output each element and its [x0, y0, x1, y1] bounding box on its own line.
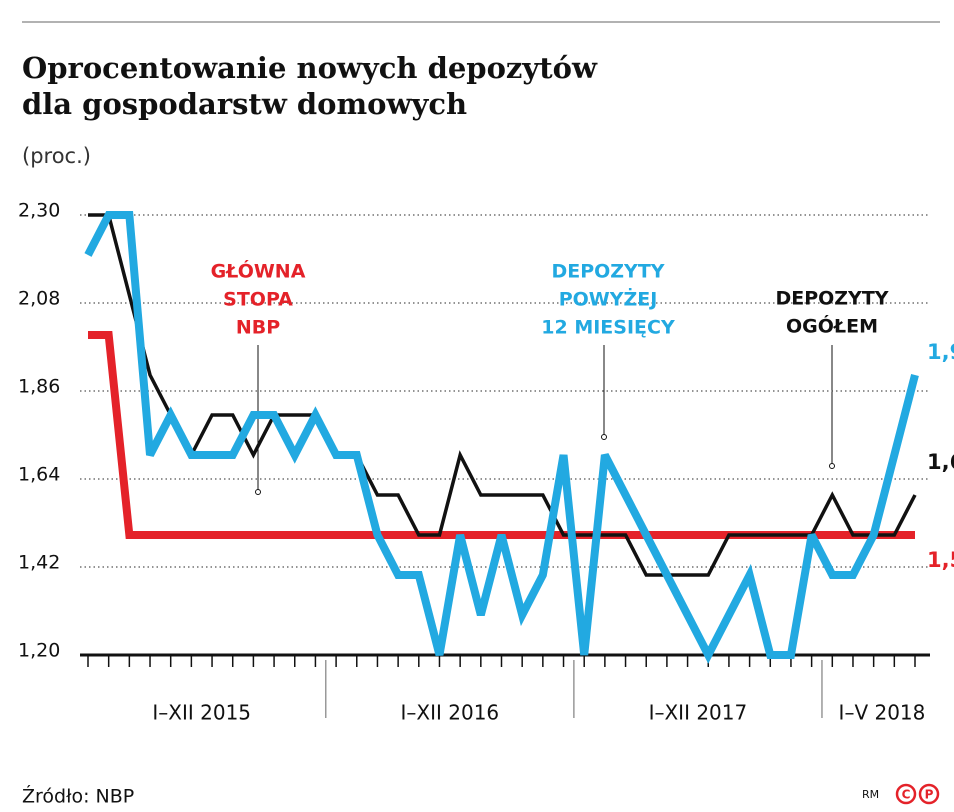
line-series — [88, 213, 917, 577]
y-tick-label: 1,42 — [18, 552, 60, 574]
y-tick-label: 1,86 — [18, 376, 60, 398]
chart-title: Oprocentowanie nowych depozytów — [22, 51, 598, 85]
y-tick-label: 2,30 — [18, 200, 60, 222]
legend-label: DEPOZYTY — [775, 288, 888, 310]
logo-ring — [895, 783, 917, 805]
group-label: I–XII 2016 — [400, 701, 499, 725]
legend-label: OGÓŁEM — [786, 314, 878, 338]
group-label: I–XII 2015 — [152, 701, 251, 725]
value-label: 1,5 — [927, 548, 954, 572]
group-label: I–V 2018 — [839, 701, 926, 725]
logo-ring — [918, 783, 940, 805]
logo: C — [902, 788, 911, 802]
value-label: 1,6 — [927, 450, 954, 474]
y-tick-label: 1,20 — [18, 640, 60, 662]
source: Źródło: NBP — [22, 785, 134, 808]
y-tick-label: 1,64 — [18, 464, 60, 486]
legend-label: GŁÓWNA — [211, 259, 306, 283]
subtitle: (proc.) — [22, 144, 91, 168]
legend-label: 12 MIESIĘCY — [541, 317, 675, 339]
logo: P — [925, 788, 934, 802]
line-series — [84, 211, 919, 664]
group-label: I–XII 2017 — [649, 701, 748, 725]
y-tick-label: 2,08 — [18, 288, 60, 310]
line-series — [88, 331, 915, 539]
value-label: 1,9 — [927, 340, 954, 364]
legend-label: NBP — [236, 317, 280, 339]
legend-label: DEPOZYTY — [551, 261, 664, 283]
legend-label: POWYŻEJ — [559, 287, 658, 311]
chart-title: dla gospodarstw domowych — [22, 87, 467, 121]
author: RM — [862, 788, 879, 801]
legend-label: STOPA — [223, 289, 293, 311]
leaders — [255, 345, 835, 495]
